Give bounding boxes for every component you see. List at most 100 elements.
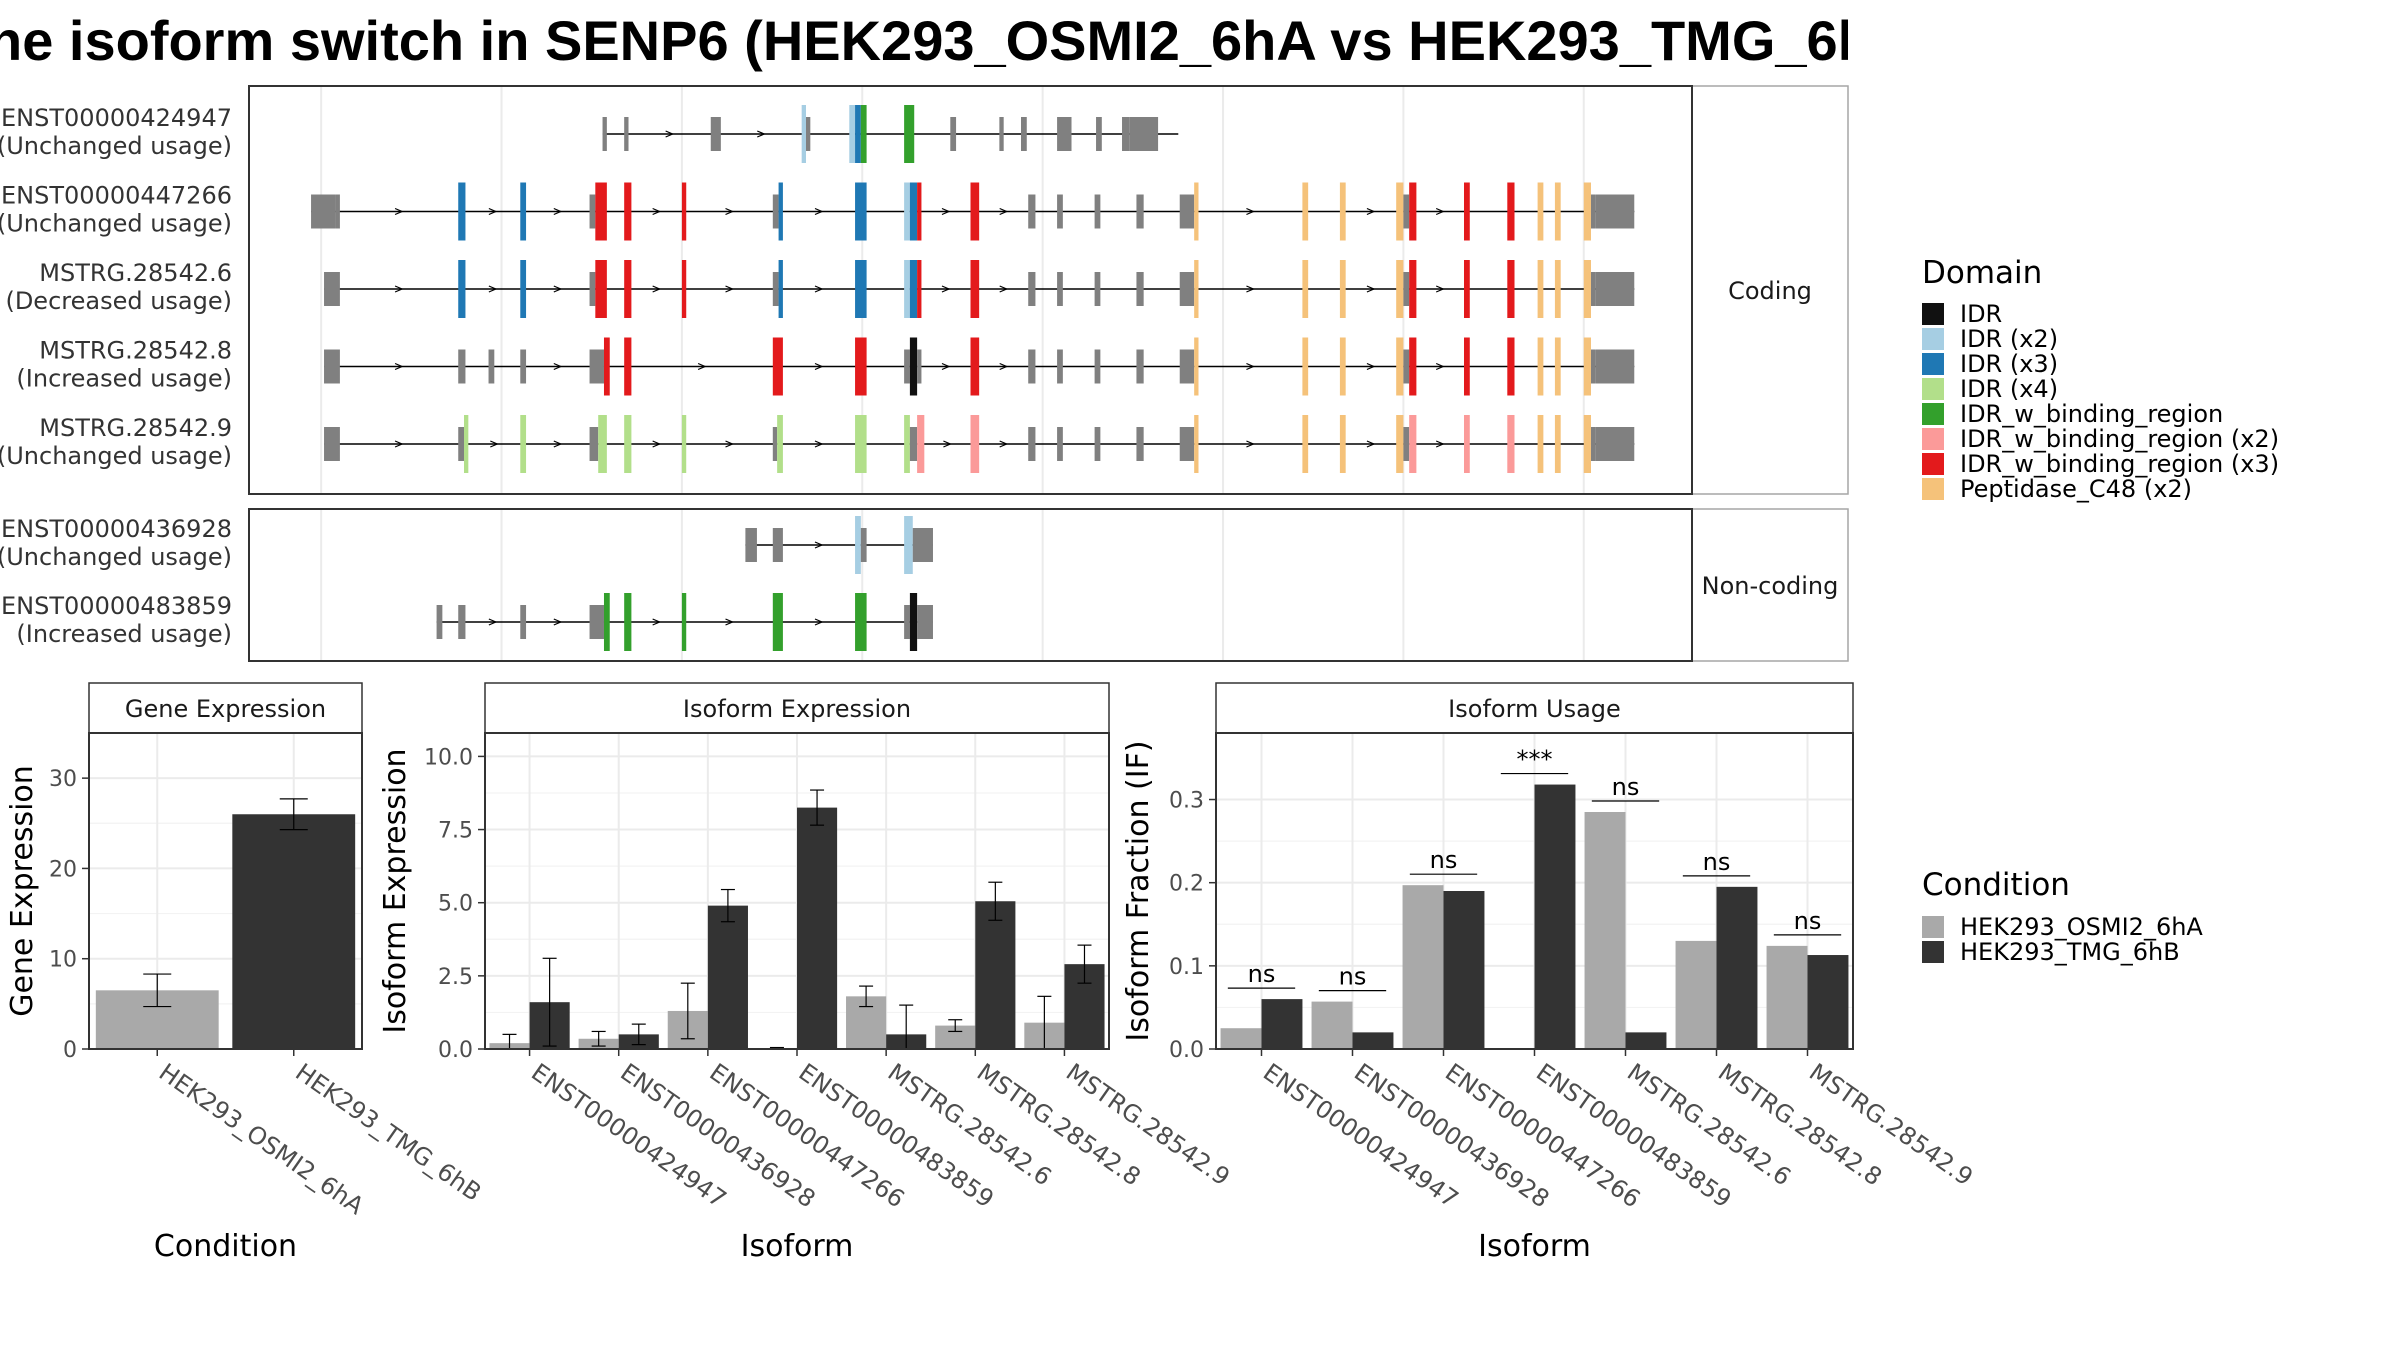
utr-exon	[458, 349, 466, 384]
y-tick-label: 2.5	[438, 965, 473, 990]
strand-arrow	[553, 285, 563, 293]
y-tick-label: 30	[49, 767, 77, 792]
strand-arrow	[553, 207, 563, 216]
domain-exon	[904, 260, 910, 318]
domain-exon	[772, 593, 783, 651]
domain-exon	[970, 260, 980, 318]
domain-exon	[1554, 260, 1561, 318]
domain-legend-label: Peptidase_C48 (x2)	[1960, 475, 2192, 503]
utr-exon	[589, 194, 596, 229]
strand-arrow	[553, 618, 563, 626]
domain-exon	[1339, 415, 1346, 473]
utr-exon	[1403, 427, 1410, 461]
strand-arrow	[1366, 207, 1376, 216]
domain-exon	[1583, 182, 1591, 241]
domain-exon	[1302, 182, 1309, 241]
significance-label: ***	[1517, 746, 1553, 774]
transcript-usage-label: (Increased usage)	[16, 365, 232, 393]
strand-arrow	[652, 440, 662, 448]
utr-exon	[745, 528, 757, 562]
strand-arrow	[1435, 207, 1445, 216]
y-tick-label: 0.0	[1169, 1038, 1204, 1063]
domain-exon	[1537, 337, 1544, 396]
strand-arrow	[394, 440, 404, 448]
strand-arrow	[814, 618, 824, 626]
domain-exon	[1464, 337, 1470, 396]
bar	[1807, 955, 1849, 1049]
domain-exon	[681, 260, 687, 318]
utr-exon	[1179, 427, 1195, 461]
figure-title: he isoform switch in SENP6 (HEK293_OSMI2…	[0, 9, 1848, 72]
transcript-usage-label: (Decreased usage)	[5, 287, 232, 315]
utr-exon	[1595, 349, 1635, 384]
noncoding-strip-label: Non-coding	[1702, 572, 1839, 600]
strand-arrow	[941, 207, 951, 216]
utr-exon	[1403, 194, 1410, 229]
domain-exon	[1339, 260, 1346, 318]
domain-exon	[1194, 182, 1199, 241]
chart-title: Isoform Usage	[1448, 695, 1621, 723]
significance-label: ns	[1612, 773, 1640, 801]
chart-title-strip	[88, 682, 363, 734]
utr-exon	[1096, 117, 1102, 151]
domain-exon	[909, 337, 918, 396]
significance-label: ns	[1339, 963, 1367, 991]
transcript-id-label: MSTRG.28542.9	[39, 414, 232, 442]
utr-exon	[1403, 349, 1410, 384]
utr-exon	[1136, 194, 1144, 229]
utr-exon	[311, 194, 336, 229]
utr-exon	[1179, 194, 1195, 229]
transcript-id-label: ENST00000483859	[1, 592, 232, 620]
utr-exon	[950, 117, 957, 151]
utr-exon	[805, 117, 811, 151]
domain-exon	[1409, 337, 1417, 396]
isoform-expression-chart: Isoform ExpressionENST00000424947ENST000…	[378, 682, 1235, 1264]
y-tick-label: 0	[63, 1038, 77, 1063]
domain-exon	[778, 182, 783, 241]
strand-arrow	[488, 285, 498, 293]
domain-exon	[778, 260, 783, 318]
strand-arrow	[1246, 207, 1255, 216]
bar	[1311, 1001, 1353, 1049]
bar	[1625, 1032, 1667, 1049]
plot-border	[88, 732, 363, 1050]
utr-exon	[1057, 117, 1072, 151]
utr-exon	[999, 117, 1004, 151]
condition-legend-label: HEK293_TMG_6hB	[1960, 938, 2180, 966]
domain-exon	[970, 182, 980, 241]
domain-legend-label: IDR_w_binding_region	[1960, 400, 2223, 428]
domain-legend-key	[1922, 303, 1944, 325]
domain-exon	[1554, 182, 1561, 241]
domain-exon	[595, 182, 607, 241]
domain-exon	[624, 415, 632, 473]
strand-arrow	[652, 618, 662, 626]
utr-exon	[1129, 117, 1159, 151]
utr-exon	[1057, 194, 1063, 229]
transcript-usage-label: (Increased usage)	[16, 620, 232, 648]
domain-exon	[1464, 182, 1470, 241]
y-tick-label: 0.3	[1169, 789, 1204, 814]
strand-arrow	[725, 440, 735, 448]
strand-arrow	[999, 362, 1009, 371]
utr-exon	[1057, 349, 1063, 384]
domain-legend-title: Domain	[1922, 255, 2042, 291]
strand-arrow	[1246, 285, 1255, 293]
domain-exon	[1409, 182, 1417, 241]
utr-exon	[772, 427, 778, 461]
domain-exon	[801, 105, 806, 163]
utr-exon	[912, 528, 933, 562]
bar	[1766, 945, 1808, 1049]
domain-legend-label: IDR (x3)	[1960, 350, 2058, 378]
utr-exon	[335, 194, 340, 229]
utr-exon	[772, 272, 779, 306]
panel-background	[249, 509, 1692, 661]
plot-border	[1215, 732, 1854, 1050]
utr-exon	[1028, 272, 1036, 306]
domain-exon	[904, 105, 915, 163]
strand-arrow	[394, 207, 404, 216]
domain-exon	[1537, 415, 1544, 473]
domain-exon	[1583, 337, 1591, 396]
strand-arrow	[1366, 285, 1376, 293]
utr-exon	[1403, 272, 1410, 306]
domain-exon	[458, 182, 466, 241]
